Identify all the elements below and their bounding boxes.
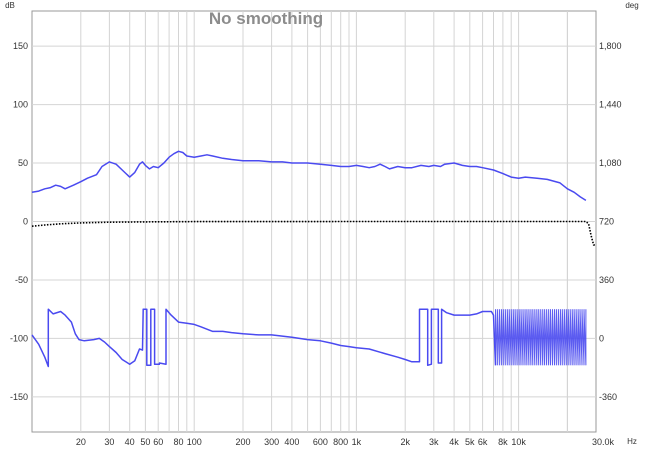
x-tick-label: 40 [125, 437, 135, 447]
x-tick-label: 30.0k [592, 437, 615, 447]
series-line-2 [31, 220, 596, 246]
left-y-axis: 150 100 50 0 -50 -100 -150 [10, 41, 28, 402]
x-tick-label: 60 [153, 437, 163, 447]
x-axis: 20 30 40 50 60 80 100 200 300 400 600 800 1k 2k 3k 4k 5k… [76, 437, 615, 447]
x-tick-label: 10k [511, 437, 526, 447]
x-tick-label: 5k [465, 437, 475, 447]
x-tick-label: 8k [498, 437, 508, 447]
right-y-tick-label: 1,080 [599, 158, 622, 168]
right-y-axis: 1,800 1,440 1,080 720 360 0 -360 [599, 41, 622, 402]
right-y-tick-label: 720 [599, 217, 614, 227]
x-tick-label: 300 [264, 437, 279, 447]
left-y-tick-label: 100 [13, 100, 28, 110]
series-line-1 [31, 150, 587, 202]
series-line-3 [31, 308, 497, 368]
right-y-tick-label: 0 [599, 333, 604, 343]
left-y-tick-label: -50 [15, 275, 28, 285]
x-tick-label: 4k [449, 437, 459, 447]
x-tick-label: 6k [478, 437, 488, 447]
x-tick-label: 400 [284, 437, 299, 447]
x-tick-label: 80 [173, 437, 183, 447]
right-y-tick-label: 360 [599, 275, 614, 285]
x-tick-label: 3k [429, 437, 439, 447]
chart-title: No smoothing [209, 9, 323, 28]
x-tick-label: 50 [140, 437, 150, 447]
x-tick-label: 2k [400, 437, 410, 447]
left-y-tick-label: 0 [23, 217, 28, 227]
x-tick-label: 30 [104, 437, 114, 447]
right-axis-unit: deg [625, 1, 638, 10]
series-group [31, 150, 596, 368]
left-y-tick-label: 150 [13, 41, 28, 51]
left-y-tick-label: -100 [10, 333, 28, 343]
left-y-tick-label: -150 [10, 392, 28, 402]
x-tick-label: 600 [313, 437, 328, 447]
phase-wrap-lines [495, 309, 587, 366]
left-y-tick-label: 50 [18, 158, 28, 168]
phase-wrap-region [495, 309, 587, 366]
right-y-tick-label: 1,800 [599, 41, 622, 51]
x-tick-label: 20 [76, 437, 86, 447]
left-axis-unit: dB [5, 1, 15, 10]
x-tick-label: 200 [236, 437, 251, 447]
x-tick-label: 1k [352, 437, 362, 447]
x-axis-unit: Hz [627, 437, 637, 446]
right-y-tick-label: -360 [599, 392, 617, 402]
x-tick-label: 800 [333, 437, 348, 447]
right-y-tick-label: 1,440 [599, 100, 622, 110]
x-tick-label: 100 [187, 437, 202, 447]
